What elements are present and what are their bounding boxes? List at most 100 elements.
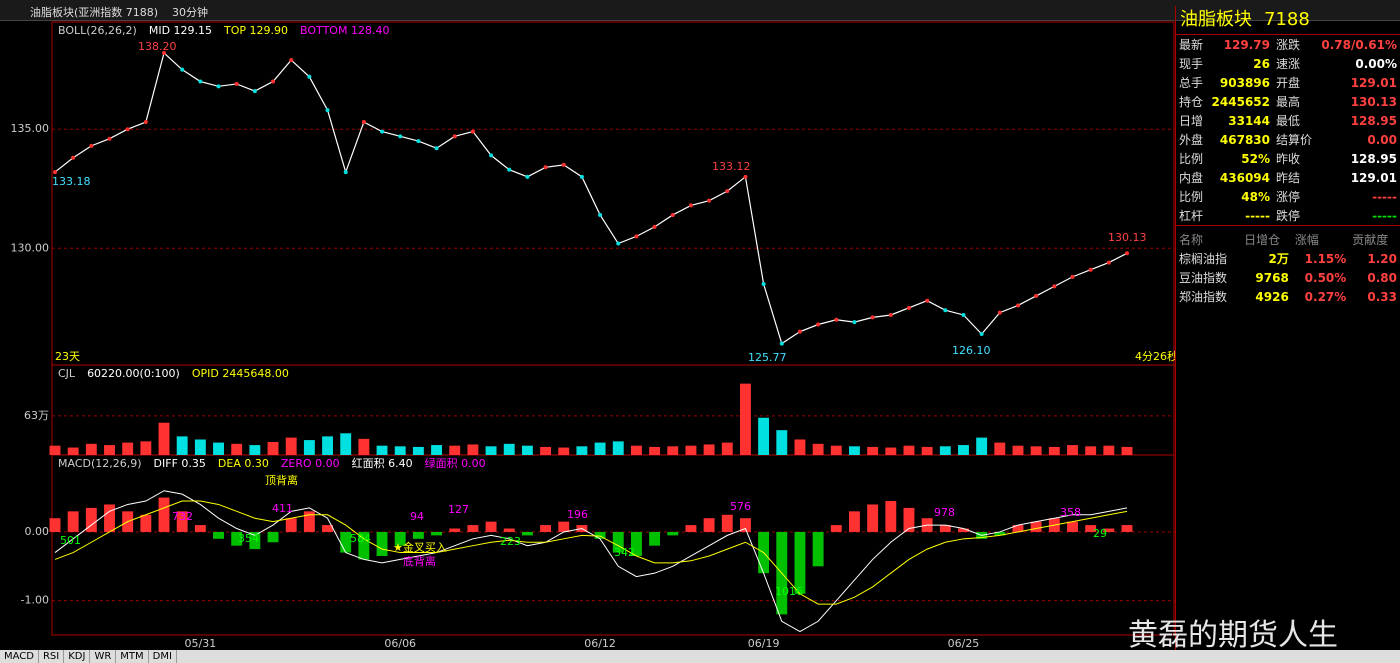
macd-annotation: 342 (614, 546, 635, 559)
quote-value: 26 (1253, 56, 1270, 71)
related-cell: 豆油指数 (1179, 271, 1228, 285)
volume-bar (558, 447, 570, 455)
price-point (797, 329, 802, 334)
related-cell: 1.15% (1304, 251, 1347, 266)
macd-annotation: 1016 (775, 585, 803, 598)
volume-bar (485, 446, 497, 455)
macd-annotation: 94 (410, 510, 424, 523)
price-point (489, 153, 494, 158)
macd-bar (703, 518, 715, 532)
volume-bar (1067, 445, 1078, 455)
macd-bar (285, 518, 297, 532)
instrument-name: 油脂板块 (1180, 9, 1252, 30)
macd-bar (303, 511, 315, 532)
volume-bar (176, 436, 188, 455)
macd-bar (812, 531, 824, 567)
price-point (343, 170, 348, 175)
volume-bar (685, 445, 697, 455)
price-point (579, 174, 584, 179)
chart: BOLL(26,26,2) MID 129.15 TOP 129.90 BOTTOM … (11, 21, 1175, 650)
macd-annotation: 354 (238, 532, 259, 545)
macd-bar (376, 531, 388, 556)
volume-bar (576, 446, 588, 455)
price-point (925, 298, 930, 303)
price-point (670, 212, 675, 217)
quote-label: 速涨 (1276, 57, 1301, 71)
price-point (180, 67, 185, 72)
related-cell: 4926 (1255, 289, 1289, 304)
indicator-tabs: MACD RSI KDJ WR MTM DMI (0, 650, 1400, 663)
volume-bar (85, 443, 97, 455)
indicator-tab[interactable]: MACD (0, 650, 39, 663)
panel-frame (51, 21, 1175, 366)
indicator-tab[interactable]: KDJ (64, 650, 91, 663)
window-title: 油脂板块(亚洲指数 7188) (30, 6, 159, 19)
macd-annotation: 196 (567, 508, 588, 521)
volume-bar (921, 446, 933, 455)
volume-bar (794, 439, 806, 455)
price-point (634, 234, 639, 239)
related-cell: 0.27% (1304, 289, 1347, 304)
indicator-tab[interactable]: WR (90, 650, 117, 663)
volume-bar (67, 447, 79, 455)
macd-bar (67, 511, 79, 532)
macd-bar (249, 531, 261, 550)
quote-value: 0.00% (1355, 56, 1397, 71)
indicator-tab[interactable]: DMI (149, 650, 177, 663)
macd-bar (1121, 525, 1133, 532)
volume-bar (776, 430, 788, 455)
legend-item: MID 129.15 (149, 24, 212, 37)
indicator-tab[interactable]: MTM (116, 650, 149, 663)
volume-bar (467, 444, 479, 455)
volume-bar (412, 446, 424, 455)
price-point (1106, 260, 1111, 265)
price-point (743, 174, 748, 179)
price-point (89, 143, 94, 148)
volume-bar (612, 441, 624, 455)
volume-bar (503, 443, 515, 455)
macd-bar (685, 525, 697, 532)
price-point (688, 203, 693, 208)
macd-bar (849, 511, 860, 532)
volume-bar (703, 444, 715, 455)
period-selector[interactable]: 30分钟 (172, 6, 208, 19)
price-point (71, 155, 76, 160)
quote-panel: 油脂板块 7188 最新 129.79 涨跌 0.78/0.61% 现手 26 速涨 0.00%… (1175, 6, 1400, 650)
price-point (53, 170, 57, 175)
quote-label: 比例 (1179, 190, 1204, 204)
quote-value: 903896 (1219, 75, 1270, 90)
quote-label: 跌停 (1276, 209, 1301, 223)
quote-label: 最新 (1179, 38, 1204, 52)
quote-row: 比例 52% 昨收 128.95 (1176, 149, 1400, 168)
price-point (252, 89, 257, 94)
price-point (452, 134, 457, 139)
quote-label: 总手 (1179, 76, 1204, 90)
related-cell: 0.50% (1304, 270, 1347, 285)
price-point (834, 317, 839, 322)
x-tick-label: 06/19 (748, 637, 780, 650)
quote-row: 最新 129.79 涨跌 0.78/0.61% (1176, 35, 1400, 54)
quote-label: 比例 (1179, 152, 1204, 166)
y-tick-label: 135.00 (11, 122, 50, 135)
volume-bar (594, 442, 606, 455)
volume-bar (867, 446, 879, 455)
related-header-cell: 涨幅 (1294, 233, 1319, 247)
volume-bar (249, 445, 261, 455)
macd-bar (231, 531, 243, 546)
macd-bar (649, 531, 661, 546)
indicator-tab[interactable]: RSI (39, 650, 65, 663)
volume-bar (122, 442, 134, 455)
related-header-cell: 贡献度 (1352, 233, 1389, 247)
price-point (652, 224, 657, 229)
volume-bar (104, 445, 115, 455)
macd-bar (194, 525, 206, 532)
volume-bar (958, 445, 969, 455)
price-point (961, 312, 966, 317)
legend-item: OPID 2445648.00 (192, 367, 289, 380)
volume-bar (376, 445, 388, 455)
macd-bar (176, 511, 188, 532)
macd-bar (612, 531, 624, 553)
macd-annotation: 576 (730, 500, 751, 513)
quote-label: 涨跌 (1276, 38, 1301, 52)
volume-bar (358, 438, 370, 455)
